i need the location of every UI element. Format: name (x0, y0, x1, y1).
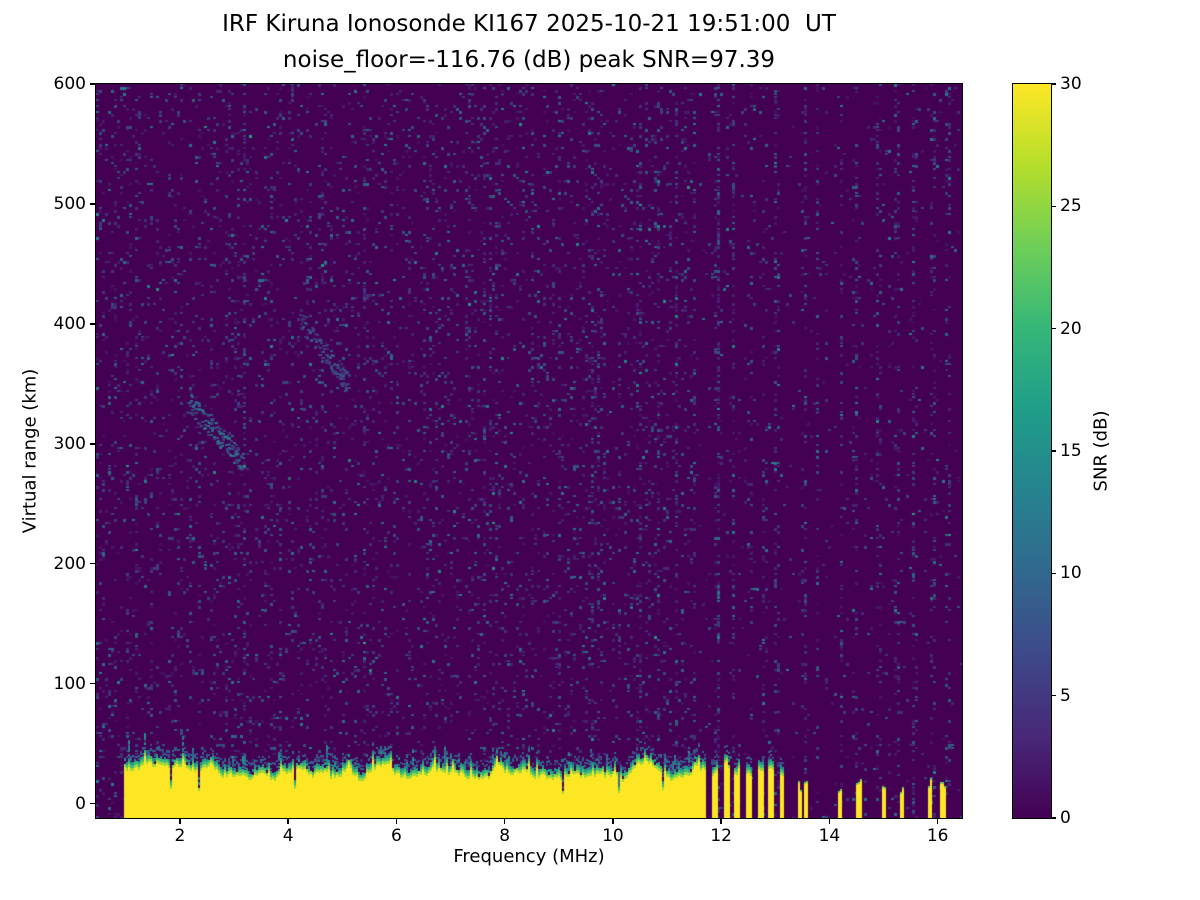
colorbar-tick-mark (1051, 205, 1056, 208)
y-tick-label: 400 (53, 313, 86, 334)
x-tick-mark (179, 819, 181, 824)
y-tick-label: 200 (53, 553, 86, 574)
x-tick-mark (503, 819, 506, 824)
colorbar-gradient (1013, 84, 1051, 818)
colorbar-tick-mark (1051, 450, 1056, 452)
y-tick-label: 500 (53, 193, 86, 214)
y-tick-mark (90, 562, 95, 565)
colorbar-label: SNR (dB) (1090, 410, 1112, 492)
colorbar-tick-label: 0 (1060, 808, 1071, 828)
x-tick-label: 14 (818, 826, 841, 846)
y-tick-mark (90, 443, 95, 445)
y-tick-mark (90, 203, 95, 205)
x-tick-mark (828, 819, 831, 824)
x-tick-label: 2 (174, 826, 186, 846)
y-axis-label: Virtual range (km) (19, 368, 41, 534)
x-tick-label: 12 (710, 826, 732, 846)
x-tick-label: 10 (602, 826, 624, 846)
x-tick-mark (287, 819, 289, 824)
y-tick-label: 600 (53, 74, 86, 94)
x-tick-mark (395, 819, 398, 824)
colorbar-tick-label: 25 (1060, 196, 1082, 217)
x-tick-mark (720, 819, 722, 824)
title-line-1: IRF Kiruna Ionosonde KI167 2025-10-21 19… (222, 11, 836, 37)
y-tick-mark (90, 83, 95, 85)
x-tick-label: 4 (282, 826, 294, 846)
y-tick-label: 100 (53, 673, 86, 694)
x-tick-label: 16 (926, 826, 949, 846)
colorbar-tick-label: 20 (1060, 318, 1082, 339)
colorbar-tick-label: 15 (1060, 441, 1082, 461)
x-axis-label: Frequency (MHz) (453, 846, 605, 867)
colorbar-tick-mark (1051, 83, 1056, 85)
colorbar-tick-mark (1051, 572, 1056, 575)
y-tick-mark (90, 682, 95, 685)
y-tick-mark (90, 323, 95, 325)
ionogram-heatmap (96, 84, 962, 818)
x-tick-label: 8 (499, 826, 511, 846)
colorbar-tick-mark (1051, 327, 1056, 330)
colorbar-tick-label: 30 (1060, 74, 1082, 94)
y-tick-mark (90, 802, 95, 805)
y-tick-label: 300 (53, 433, 86, 454)
x-tick-label: 6 (390, 826, 402, 846)
colorbar-tick-mark (1051, 817, 1056, 819)
y-tick-label: 0 (75, 793, 86, 814)
colorbar-tick-mark (1051, 694, 1056, 697)
chart-title: IRF Kiruna Ionosonde KI167 2025-10-21 19… (96, 6, 962, 78)
x-tick-mark (612, 819, 614, 824)
colorbar-tick-label: 5 (1060, 685, 1071, 706)
x-tick-mark (936, 819, 939, 824)
colorbar-tick-label: 10 (1060, 563, 1082, 584)
title-line-2: noise_floor=-116.76 (dB) peak SNR=97.39 (282, 47, 776, 73)
colorbar (1012, 83, 1052, 819)
plot-area (95, 83, 963, 819)
